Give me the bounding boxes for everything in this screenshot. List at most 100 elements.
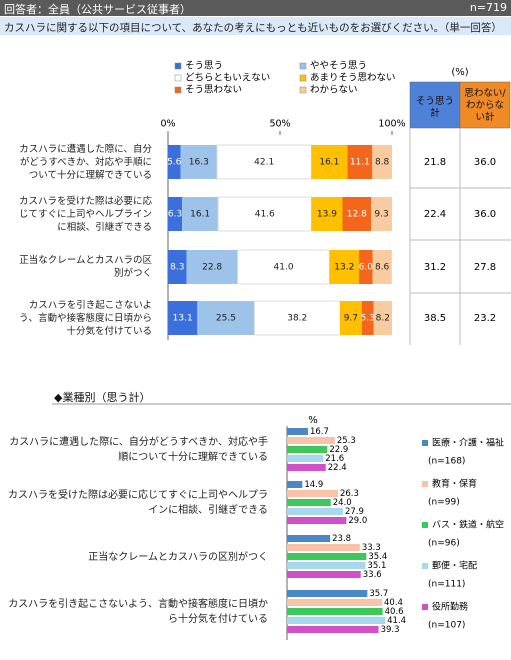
legend-swatch (299, 74, 307, 82)
bar (287, 481, 303, 488)
section-title: ◆業種別（思う計） (54, 391, 151, 404)
legend-n: (n=99) (428, 498, 460, 508)
value-label: 22.9 (329, 445, 348, 455)
value-label: 41.6 (255, 210, 275, 220)
bar-segment (168, 301, 198, 335)
sample-size: n=719 (469, 1, 507, 14)
bar (287, 608, 383, 615)
bar-segment (329, 250, 360, 284)
bar (287, 535, 331, 542)
bar-segment (311, 197, 343, 231)
bar-segment (197, 301, 255, 335)
value-label: 16.1 (190, 210, 210, 220)
value-label: 8.3 (170, 263, 184, 273)
value-label: 23.8 (332, 534, 351, 544)
legend-label: 役所勤務 (432, 601, 468, 613)
bar (287, 455, 324, 462)
unit-label: % (308, 415, 318, 426)
value-label: 25.3 (337, 436, 356, 446)
bar (287, 617, 386, 624)
bar (287, 437, 335, 444)
table-header-cell (459, 81, 511, 129)
bar-segment (342, 197, 372, 231)
table-cell: 38.5 (424, 313, 446, 324)
value-label: 41.0 (274, 263, 294, 273)
bar-segment (186, 250, 238, 284)
bar-segment (180, 145, 218, 179)
bar-segment (216, 144, 312, 180)
value-label: 8.6 (375, 263, 390, 273)
table-cell: 36.0 (474, 157, 496, 168)
legend-swatch (174, 74, 182, 82)
value-label: 6.3 (168, 210, 182, 220)
value-label: 16.1 (319, 158, 339, 168)
legend-swatch (422, 604, 428, 610)
bar-segment (182, 197, 219, 231)
value-label: 16.3 (189, 158, 209, 168)
bar-segment (371, 197, 392, 231)
question: カスハラに関する以下の項目について、あなたの考えにもっとも近いものをお選びくださ… (4, 22, 502, 34)
value-label: 6.0 (359, 263, 374, 273)
legend-swatch (299, 62, 307, 70)
legend-swatch (174, 62, 182, 70)
category-label: カスハラを引き起こさないよう、言動や接客態度に日頃から十分気を付けている (18, 299, 152, 337)
bar (287, 599, 382, 606)
category-label: カスハラを引き起こさないよう、言動や接客態度に日頃から十分気を付けている (8, 599, 268, 625)
legend-label: そう思う (185, 61, 223, 72)
table-cell: 21.8 (424, 157, 446, 168)
value-label: 40.6 (385, 607, 404, 617)
value-label: 9.3 (374, 210, 388, 220)
value-label: 26.3 (340, 489, 359, 499)
bar (287, 544, 360, 551)
bar-segment (168, 145, 181, 179)
bar-segment (372, 250, 392, 284)
legend-swatch (422, 440, 428, 446)
bar-segment (253, 300, 341, 336)
legend-label: どちらともいえない (185, 73, 270, 84)
value-label: 12.8 (347, 210, 367, 220)
x-tick-label: 100% (378, 119, 405, 130)
table-header-cell (409, 81, 461, 129)
value-label: 14.9 (304, 480, 323, 490)
category-label: カスハラに遭遇した際に、自分がどうすべきか、対応や手順について十分に理解できてい… (19, 143, 152, 181)
value-label: 35.4 (368, 552, 387, 562)
value-label: 42.1 (254, 158, 274, 168)
table-cell: 31.2 (424, 262, 446, 273)
legend-n: (n=168) (428, 457, 465, 467)
value-label: 13.9 (317, 210, 337, 220)
value-label: 25.5 (216, 314, 236, 324)
value-label: 38.2 (287, 314, 307, 324)
value-label: 39.3 (381, 625, 400, 635)
bar-segment (361, 301, 374, 335)
value-label: 41.4 (387, 616, 406, 626)
bar-segment (359, 250, 373, 284)
legend-swatch (422, 563, 428, 569)
bar (287, 562, 366, 569)
bar-segment (311, 145, 348, 179)
value-label: 21.6 (325, 454, 344, 464)
value-label: 5.3 (361, 314, 375, 324)
bar (287, 490, 338, 497)
legend-n: (n=111) (428, 580, 465, 590)
table-cell: 27.8 (474, 262, 496, 273)
category-label: 正当なクレームとカスハラの区別がつく (19, 255, 152, 279)
value-label: 5.6 (167, 158, 182, 168)
bar-segment (340, 301, 362, 335)
bar (287, 446, 328, 453)
legend-n: (n=96) (428, 539, 460, 549)
legend-label: わからない (310, 85, 358, 96)
bar-segment (347, 145, 373, 179)
value-label: 8.2 (376, 314, 390, 324)
bar (287, 428, 308, 435)
unit-label: (%) (451, 67, 468, 78)
bar-segment (237, 249, 331, 285)
value-label: 35.7 (369, 589, 388, 599)
bar (287, 626, 379, 633)
value-label: 22.8 (202, 263, 222, 273)
table-cell: 36.0 (474, 209, 496, 220)
legend-label: 郵便・宅配 (432, 560, 477, 572)
category-label: カスハラに遭遇した際に、自分がどうすべきか、対応や手順について十分に理解できてい… (9, 437, 268, 463)
value-label: 16.7 (310, 427, 329, 437)
value-label: 40.4 (384, 598, 403, 608)
